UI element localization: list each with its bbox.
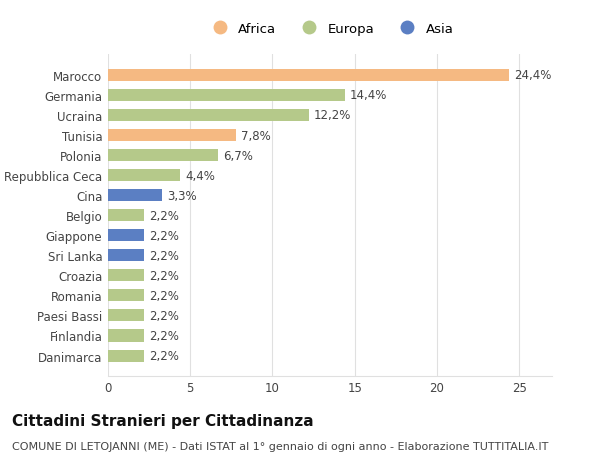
Text: 2,2%: 2,2% xyxy=(149,209,179,222)
Text: 2,2%: 2,2% xyxy=(149,329,179,342)
Text: 2,2%: 2,2% xyxy=(149,229,179,242)
Legend: Africa, Europa, Asia: Africa, Europa, Asia xyxy=(206,22,454,36)
Bar xyxy=(108,70,509,82)
Bar xyxy=(108,310,144,322)
Text: 7,8%: 7,8% xyxy=(241,129,271,142)
Text: 2,2%: 2,2% xyxy=(149,309,179,322)
Text: 2,2%: 2,2% xyxy=(149,289,179,302)
Bar xyxy=(108,190,162,202)
Text: 2,2%: 2,2% xyxy=(149,249,179,262)
Bar xyxy=(108,270,144,282)
Bar xyxy=(108,290,144,302)
Bar xyxy=(108,230,144,242)
Bar xyxy=(108,250,144,262)
Bar xyxy=(108,170,181,182)
Text: 2,2%: 2,2% xyxy=(149,349,179,362)
Text: 12,2%: 12,2% xyxy=(314,109,351,122)
Text: 14,4%: 14,4% xyxy=(350,89,387,102)
Text: 3,3%: 3,3% xyxy=(167,189,197,202)
Bar xyxy=(108,130,236,142)
Bar xyxy=(108,150,218,162)
Text: 2,2%: 2,2% xyxy=(149,269,179,282)
Bar xyxy=(108,110,308,122)
Bar xyxy=(108,90,345,102)
Bar xyxy=(108,350,144,362)
Bar xyxy=(108,210,144,222)
Text: Cittadini Stranieri per Cittadinanza: Cittadini Stranieri per Cittadinanza xyxy=(12,413,314,428)
Bar xyxy=(108,330,144,342)
Text: 6,7%: 6,7% xyxy=(223,149,253,162)
Text: 24,4%: 24,4% xyxy=(514,69,551,82)
Text: COMUNE DI LETOJANNI (ME) - Dati ISTAT al 1° gennaio di ogni anno - Elaborazione : COMUNE DI LETOJANNI (ME) - Dati ISTAT al… xyxy=(12,441,548,451)
Text: 4,4%: 4,4% xyxy=(185,169,215,182)
